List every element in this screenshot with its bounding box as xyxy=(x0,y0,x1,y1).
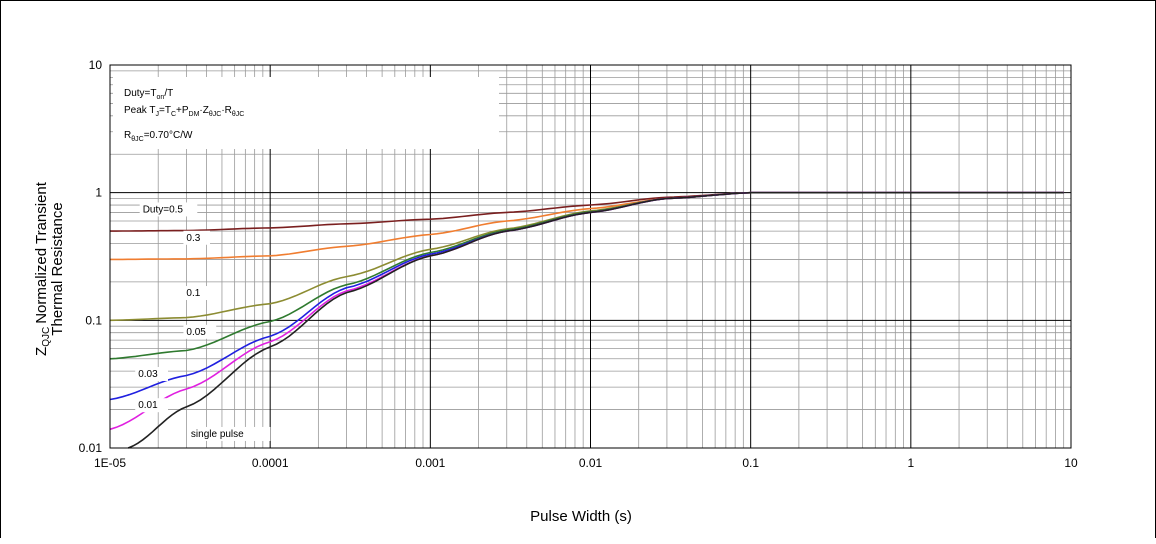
annotation-box xyxy=(113,77,499,149)
series-label-bg xyxy=(187,426,271,441)
x-tick-label: 10 xyxy=(1064,456,1078,470)
plot-border xyxy=(109,64,1072,449)
series-label-bg xyxy=(183,286,211,301)
x-axis-label: Pulse Width (s) xyxy=(530,508,632,525)
y-tick-label: 1 xyxy=(95,186,102,200)
series-label: 0.1 xyxy=(186,288,200,299)
series-line xyxy=(109,191,1064,360)
x-tick-label: 0.1 xyxy=(742,456,759,470)
x-tick-label: 1E-05 xyxy=(94,456,126,470)
series-label-bg xyxy=(135,398,169,413)
series-line xyxy=(127,191,1064,449)
series-label: Duty=0.5 xyxy=(143,204,184,215)
tick-labels: 1E-05 0.0001 0.001 0.01 0.1 1 10 0.01 0.1 1 10 xyxy=(79,58,1078,470)
series-label: single pulse xyxy=(191,429,244,440)
series-label-bg xyxy=(183,230,211,245)
x-tick-label: 0.0001 xyxy=(252,456,289,470)
y-tick-label: 0.01 xyxy=(79,441,103,455)
series-line xyxy=(109,191,1064,401)
duty-definition: Duty=Ton/T xyxy=(124,88,173,101)
series-label-bg xyxy=(183,324,217,339)
y-tick-label: 0.1 xyxy=(85,313,102,327)
y-axis-label-line2: Thermal Resistance xyxy=(49,202,66,335)
series-label: 0.3 xyxy=(186,233,200,244)
series-label-layer: Duty=0.5 0.3 0.1 0.05 0.03 0.01 single pulse xyxy=(135,202,271,441)
series-label: 0.03 xyxy=(138,369,158,380)
x-tick-label: 1 xyxy=(907,456,914,470)
series-line xyxy=(110,191,1064,261)
x-tick-label: 0.001 xyxy=(415,456,445,470)
peak-tj-formula: Peak TJ=TC+PDM·ZθJC·RθJC xyxy=(124,105,244,118)
series-label: 0.01 xyxy=(138,400,158,411)
y-axis-label: ZQJCNormalized Transient Thermal Resista… xyxy=(33,181,66,356)
y-axis-label-line1: ZQJCNormalized Transient xyxy=(33,181,52,356)
series-layer xyxy=(109,191,1064,449)
rthjc-value: RθJC=0.70°C/W xyxy=(124,130,193,143)
series-label-bg xyxy=(135,366,169,381)
series-label-bg xyxy=(139,202,198,217)
annotation-text: Duty=Ton/T Peak TJ=TC+PDM·ZθJC·RθJC RθJC… xyxy=(124,88,244,143)
y-tick-label: 10 xyxy=(89,58,103,72)
x-tick-label: 0.01 xyxy=(579,456,603,470)
series-label: 0.05 xyxy=(186,327,206,338)
